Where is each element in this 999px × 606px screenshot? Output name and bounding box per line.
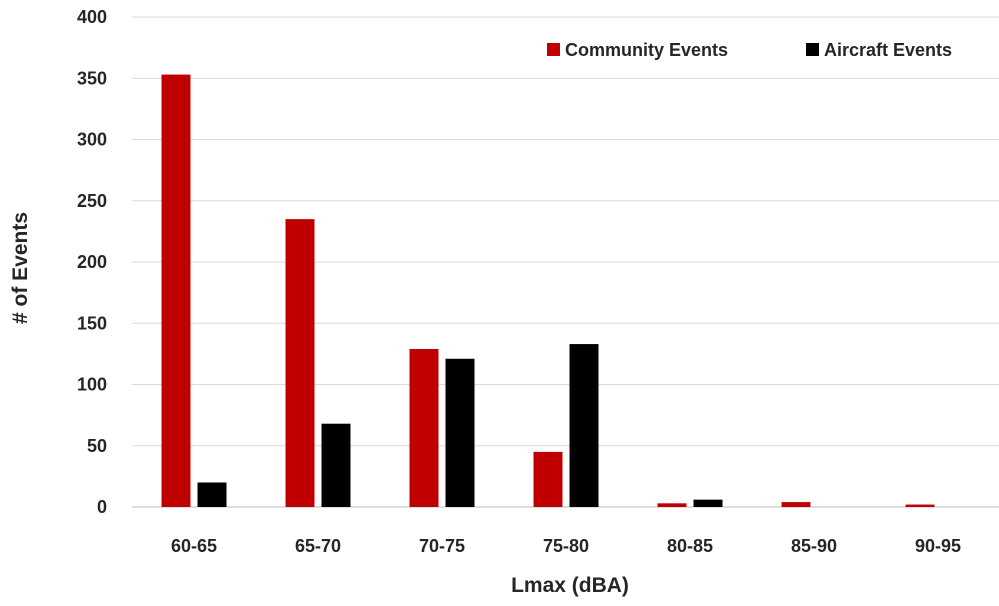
bar-aircraft-events [569, 344, 599, 507]
legend-label: Aircraft Events [824, 40, 952, 60]
y-tick-label: 100 [77, 375, 107, 395]
legend-item-aircraft-events: Aircraft Events [806, 40, 952, 60]
bar-community-events [161, 74, 191, 507]
bar-community-events [285, 219, 315, 507]
x-tick-label: 90-95 [915, 536, 961, 556]
bar-aircraft-events [693, 499, 723, 507]
bar-aircraft-events [321, 423, 351, 507]
legend: Community Events Aircraft Events [547, 40, 952, 60]
y-tick-label: 50 [87, 436, 107, 456]
y-axis-title: # of Events [9, 212, 32, 324]
x-tick-label: 85-90 [791, 536, 837, 556]
legend-item-community-events: Community Events [547, 40, 728, 60]
legend-label: Community Events [565, 40, 728, 60]
x-tick-label: 80-85 [667, 536, 713, 556]
bars [161, 74, 935, 507]
x-tick-label: 70-75 [419, 536, 465, 556]
bar-community-events [409, 348, 439, 507]
y-tick-label: 350 [77, 68, 107, 88]
x-axis-tick-labels: 60-65 65-70 70-75 75-80 80-85 85-90 90-95 [171, 536, 961, 556]
legend-swatch [547, 43, 560, 56]
bar-community-events [533, 451, 563, 507]
x-tick-label: 60-65 [171, 536, 217, 556]
bar-community-events [657, 503, 687, 507]
y-tick-label: 150 [77, 313, 107, 333]
legend-swatch [806, 43, 819, 56]
y-tick-label: 400 [77, 7, 107, 27]
y-tick-label: 250 [77, 191, 107, 211]
bar-aircraft-events [197, 482, 227, 507]
x-tick-label: 75-80 [543, 536, 589, 556]
x-axis-title: Lmax (dBA) [511, 574, 629, 597]
bar-aircraft-events [445, 358, 475, 507]
y-tick-label: 300 [77, 130, 107, 150]
y-tick-label: 200 [77, 252, 107, 272]
y-tick-label: 0 [97, 497, 107, 517]
bar-community-events [905, 504, 935, 507]
y-axis-tick-labels: 0 50 100 150 200 250 300 350 400 [77, 7, 107, 517]
gridlines [132, 16, 999, 508]
bar-community-events [781, 502, 811, 507]
x-tick-label: 65-70 [295, 536, 341, 556]
